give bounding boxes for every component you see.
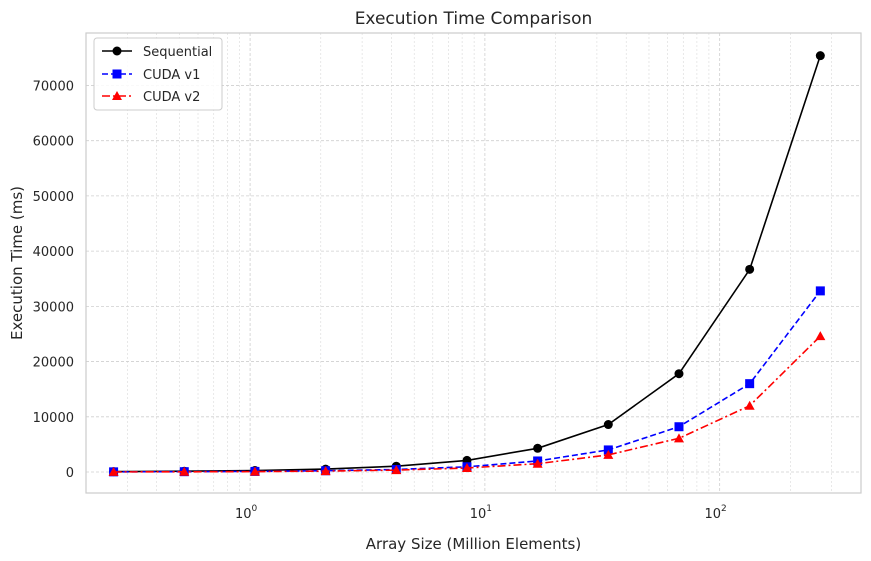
legend-item-sequential: Sequential bbox=[102, 45, 212, 60]
data-point-cuda-v1 bbox=[815, 286, 825, 296]
data-point-cuda-v2 bbox=[391, 465, 402, 475]
y-tick-labels: 0 10000 20000 30000 40000 50000 60000 70000 bbox=[33, 79, 74, 481]
y-tick-label: 50000 bbox=[33, 190, 74, 205]
legend-box bbox=[93, 37, 223, 111]
data-point-cuda-v2 bbox=[320, 466, 331, 476]
legend-label-sequential: Sequential bbox=[143, 45, 212, 60]
y-tick-label: 30000 bbox=[33, 300, 74, 315]
data-point-cuda-v2 bbox=[532, 458, 543, 468]
legend-marker-sequential bbox=[112, 46, 122, 56]
y-tick-label: 60000 bbox=[33, 135, 74, 150]
data-point-sequential bbox=[603, 420, 613, 430]
y-tick-label: 40000 bbox=[33, 245, 74, 260]
data-point-cuda-v2 bbox=[603, 449, 614, 459]
data-point-cuda-v1 bbox=[674, 422, 684, 432]
data-point-sequential bbox=[533, 443, 543, 453]
data-point-cuda-v2 bbox=[108, 466, 119, 476]
data-point-cuda-v2 bbox=[673, 433, 684, 443]
y-tick-label: 10000 bbox=[33, 411, 74, 426]
legend-label-cuda-v1: CUDA v1 bbox=[143, 68, 200, 83]
plot-frame bbox=[85, 32, 862, 494]
x-axis-label: Array Size (Million Elements) bbox=[366, 535, 581, 553]
series-layer bbox=[108, 51, 826, 477]
data-point-sequential bbox=[815, 51, 825, 61]
legend-marker-cuda-v1 bbox=[112, 69, 122, 79]
y-tick-label: 20000 bbox=[33, 356, 74, 371]
legend: Sequential CUDA v1 CUDA v2 bbox=[93, 37, 223, 111]
legend-item-cuda-v2: CUDA v2 bbox=[102, 90, 200, 105]
legend-label-cuda-v2: CUDA v2 bbox=[143, 90, 200, 105]
data-point-cuda-v2 bbox=[461, 463, 472, 473]
data-point-sequential bbox=[674, 369, 684, 379]
legend-item-cuda-v1: CUDA v1 bbox=[102, 68, 200, 83]
data-point-sequential bbox=[745, 264, 755, 274]
data-point-cuda-v2 bbox=[249, 466, 260, 476]
data-point-cuda-v2 bbox=[744, 400, 755, 410]
chart-title: Execution Time Comparison bbox=[355, 9, 593, 29]
data-point-cuda-v2 bbox=[815, 331, 826, 341]
y-axis-label: Execution Time (ms) bbox=[8, 186, 26, 340]
legend-marker-cuda-v2 bbox=[112, 91, 122, 100]
major-grid bbox=[86, 33, 861, 493]
y-tick-label: 0 bbox=[66, 466, 74, 481]
data-point-cuda-v2 bbox=[179, 466, 190, 476]
data-point-cuda-v1 bbox=[745, 379, 755, 389]
y-tick-label: 70000 bbox=[33, 79, 74, 94]
